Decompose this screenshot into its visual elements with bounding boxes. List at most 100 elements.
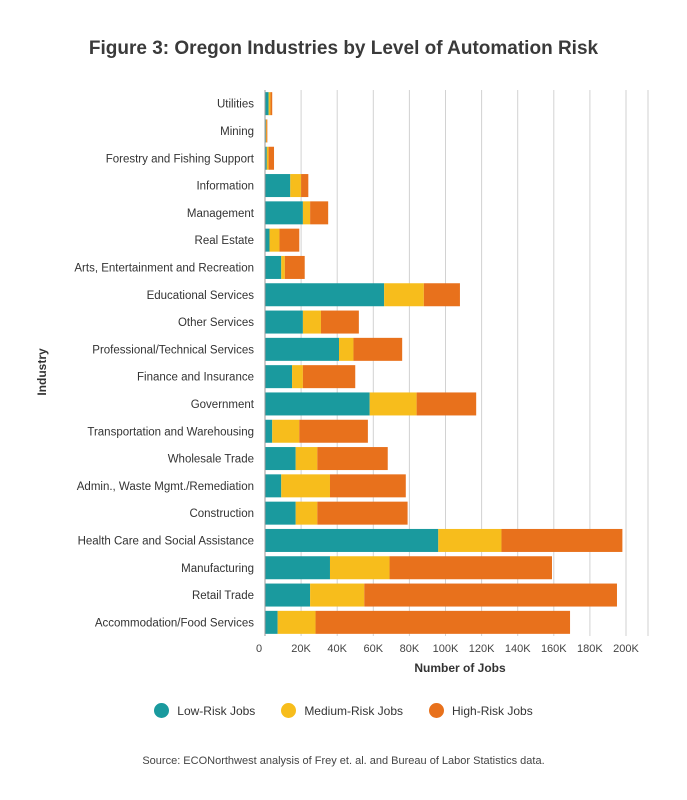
- category-label-transportation-and-warehousing: Transportation and Warehousing: [87, 426, 254, 438]
- category-label-wholesale-trade: Wholesale Trade: [168, 454, 254, 466]
- legend-swatch-high-risk: [429, 703, 445, 718]
- legend-swatch-medium-risk: [281, 703, 297, 718]
- y-axis-label: Industry: [35, 348, 49, 396]
- x-tick-label: 180K: [577, 643, 603, 655]
- bar-professional-technical-services-medium-risk-jobs: [339, 337, 354, 361]
- bar-utilities-low-risk-jobs: [265, 92, 269, 116]
- bar-forestry-and-fishing-support-high-risk-jobs: [268, 146, 275, 170]
- bar-wholesale-trade-medium-risk-jobs: [295, 447, 318, 471]
- bars: [265, 92, 623, 634]
- bar-professional-technical-services-low-risk-jobs: [265, 337, 340, 361]
- bar-retail-trade-medium-risk-jobs: [310, 583, 365, 607]
- bar-construction-high-risk-jobs: [317, 501, 408, 525]
- x-tick-label: 160K: [541, 643, 567, 655]
- category-label-government: Government: [191, 399, 255, 411]
- bar-health-care-and-social-assistance-high-risk-jobs: [501, 528, 623, 552]
- category-label-professional-technical-services: Professional/Technical Services: [92, 344, 254, 356]
- bar-utilities-high-risk-jobs: [270, 92, 273, 116]
- bar-accommodation-food-services-high-risk-jobs: [315, 610, 571, 634]
- chart-title: Figure 3: Oregon Industries by Level of …: [88, 38, 599, 59]
- category-label-management: Management: [187, 208, 255, 220]
- category-label-accommodation-food-services: Accommodation/Food Services: [95, 617, 254, 629]
- bar-other-services-low-risk-jobs: [265, 310, 303, 334]
- bar-other-services-medium-risk-jobs: [302, 310, 321, 334]
- category-label-real-estate: Real Estate: [195, 235, 254, 247]
- legend-label-low-risk: Low-Risk Jobs: [177, 703, 256, 718]
- bar-admin-waste-mgmt-remediation-medium-risk-jobs: [281, 474, 330, 498]
- bar-retail-trade-high-risk-jobs: [364, 583, 617, 607]
- bar-manufacturing-low-risk-jobs: [265, 556, 330, 580]
- bar-government-low-risk-jobs: [265, 392, 370, 416]
- bar-transportation-and-warehousing-high-risk-jobs: [299, 419, 368, 443]
- x-tick-label: 120K: [469, 643, 495, 655]
- bar-finance-and-insurance-low-risk-jobs: [265, 365, 293, 389]
- bar-accommodation-food-services-medium-risk-jobs: [277, 610, 316, 634]
- category-label-utilities: Utilities: [217, 99, 254, 111]
- bar-construction-low-risk-jobs: [265, 501, 296, 525]
- bar-construction-medium-risk-jobs: [295, 501, 318, 525]
- bar-admin-waste-mgmt-remediation-low-risk-jobs: [265, 474, 282, 498]
- grid-lines: [300, 90, 649, 636]
- bar-government-medium-risk-jobs: [369, 392, 417, 416]
- bar-other-services-high-risk-jobs: [320, 310, 359, 334]
- bar-finance-and-insurance-medium-risk-jobs: [292, 365, 303, 389]
- bar-manufacturing-medium-risk-jobs: [329, 556, 390, 580]
- bar-manufacturing-high-risk-jobs: [389, 556, 552, 580]
- bar-management-medium-risk-jobs: [302, 201, 311, 225]
- category-label-retail-trade: Retail Trade: [192, 590, 254, 602]
- legend-entry-medium-risk: Medium-Risk Jobs: [281, 703, 403, 718]
- legend: Low-Risk Jobs Medium-Risk Jobs High-Risk…: [0, 703, 687, 718]
- x-tick-labels: 0 20K 40K 60K 80K 100K 120K 140K 160K 180K 200K: [256, 643, 640, 655]
- category-label-educational-services: Educational Services: [147, 290, 255, 302]
- legend-entry-low-risk: Low-Risk Jobs: [154, 703, 255, 718]
- bar-forestry-and-fishing-support-medium-risk-jobs: [266, 146, 269, 170]
- bar-transportation-and-warehousing-low-risk-jobs: [265, 419, 273, 443]
- bar-retail-trade-low-risk-jobs: [265, 583, 311, 607]
- category-label-finance-and-insurance: Finance and Insurance: [137, 372, 254, 384]
- category-labels: Utilities Mining Forestry and Fishing Supp…: [74, 99, 254, 630]
- category-label-forestry-and-fishing-support: Forestry and Fishing Support: [106, 153, 255, 165]
- legend-entry-high-risk: High-Risk Jobs: [429, 703, 533, 718]
- bar-health-care-and-social-assistance-low-risk-jobs: [265, 528, 439, 552]
- category-label-mining: Mining: [220, 126, 254, 138]
- bar-government-high-risk-jobs: [416, 392, 477, 416]
- legend-label-medium-risk: Medium-Risk Jobs: [304, 703, 404, 718]
- bar-information-low-risk-jobs: [265, 174, 291, 198]
- bar-mining-medium-risk-jobs: [265, 119, 267, 143]
- category-label-construction: Construction: [189, 508, 254, 520]
- bar-arts-entertainment-and-recreation-high-risk-jobs: [284, 255, 305, 279]
- bar-real-estate-high-risk-jobs: [279, 228, 300, 252]
- bar-arts-entertainment-and-recreation-medium-risk-jobs: [281, 255, 285, 279]
- bar-educational-services-medium-risk-jobs: [384, 283, 424, 307]
- x-tick-label: 100K: [433, 643, 459, 655]
- bar-educational-services-high-risk-jobs: [423, 283, 460, 307]
- bar-admin-waste-mgmt-remediation-high-risk-jobs: [329, 474, 406, 498]
- category-label-health-care-and-social-assistance: Health Care and Social Assistance: [78, 535, 254, 547]
- category-label-manufacturing: Manufacturing: [181, 563, 254, 575]
- bar-management-high-risk-jobs: [310, 201, 329, 225]
- bar-management-low-risk-jobs: [265, 201, 303, 225]
- bar-arts-entertainment-and-recreation-low-risk-jobs: [265, 255, 282, 279]
- legend-label-high-risk: High-Risk Jobs: [452, 703, 533, 718]
- source-note: Source: ECONorthwest analysis of Frey et…: [142, 755, 545, 767]
- bar-educational-services-low-risk-jobs: [265, 283, 385, 307]
- x-tick-label: 140K: [505, 643, 531, 655]
- bar-transportation-and-warehousing-medium-risk-jobs: [272, 419, 300, 443]
- bar-professional-technical-services-high-risk-jobs: [353, 337, 403, 361]
- bar-real-estate-low-risk-jobs: [265, 228, 270, 252]
- bar-information-high-risk-jobs: [301, 174, 309, 198]
- bar-accommodation-food-services-low-risk-jobs: [265, 610, 278, 634]
- legend-swatch-low-risk: [154, 703, 170, 718]
- category-label-admin-waste-mgmt-remediation: Admin., Waste Mgmt./Remediation: [77, 481, 254, 493]
- bar-forestry-and-fishing-support-low-risk-jobs: [265, 146, 267, 170]
- category-label-information: Information: [196, 181, 254, 193]
- bar-real-estate-medium-risk-jobs: [269, 228, 280, 252]
- bar-health-care-and-social-assistance-medium-risk-jobs: [438, 528, 502, 552]
- category-label-other-services: Other Services: [178, 317, 254, 329]
- x-tick-label: 40K: [327, 643, 347, 655]
- x-tick-label: 0: [256, 643, 262, 655]
- bar-wholesale-trade-low-risk-jobs: [265, 447, 296, 471]
- x-axis-label: Number of Jobs: [414, 661, 506, 675]
- x-tick-label: 20K: [291, 643, 311, 655]
